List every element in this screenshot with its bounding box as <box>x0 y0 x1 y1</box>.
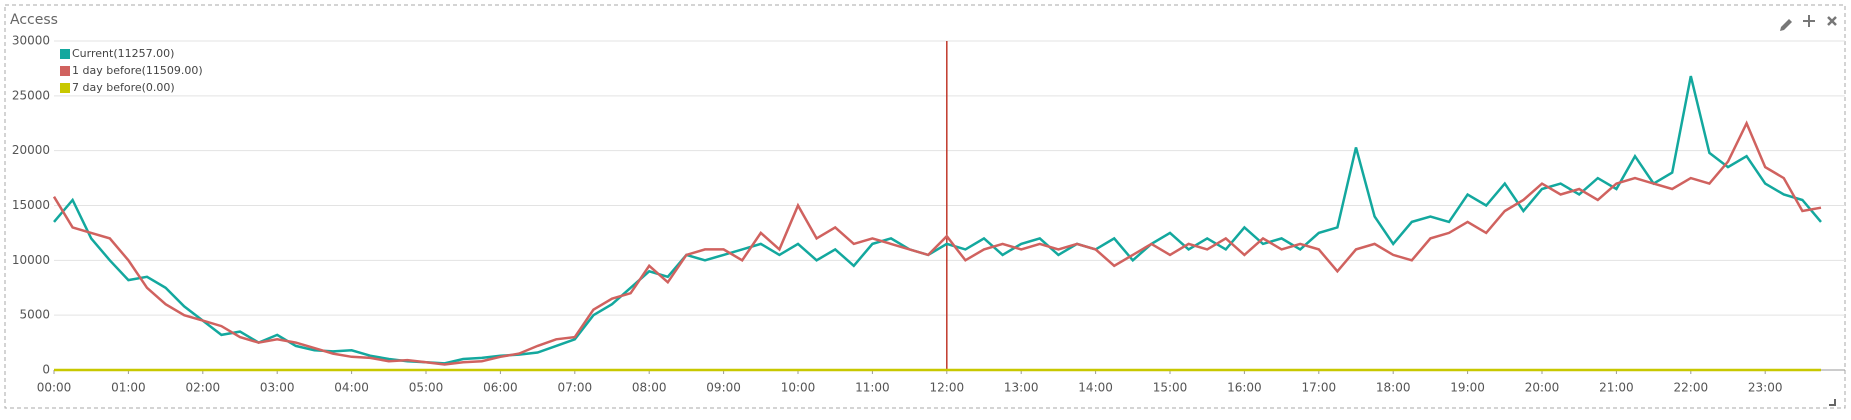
x-tick-label: 22:00 <box>1674 381 1709 395</box>
legend-swatch <box>60 83 70 93</box>
x-tick-label: 16:00 <box>1227 381 1262 395</box>
x-tick-label: 09:00 <box>706 381 741 395</box>
series-line <box>52 120 1822 366</box>
legend-label: Current(11257.00) <box>72 47 174 60</box>
legend-swatch <box>60 66 70 76</box>
y-tick-label: 20000 <box>12 143 50 157</box>
x-tick-label: 13:00 <box>1004 381 1039 395</box>
y-tick-label: 30000 <box>12 34 50 48</box>
y-tick-label: 25000 <box>12 88 50 102</box>
series-line <box>53 75 1822 365</box>
x-tick-label: 10:00 <box>781 381 816 395</box>
x-tick-label: 08:00 <box>632 381 667 395</box>
x-tick-label: 04:00 <box>334 381 369 395</box>
move-icon[interactable] <box>1803 15 1815 27</box>
x-tick-label: 03:00 <box>260 381 295 395</box>
resize-handle[interactable] <box>1829 399 1836 406</box>
x-tick-label: 06:00 <box>483 381 518 395</box>
x-tick-label: 19:00 <box>1450 381 1485 395</box>
x-tick-label: 07:00 <box>558 381 593 395</box>
x-tick-label: 05:00 <box>409 381 444 395</box>
edit-icon[interactable] <box>1780 19 1792 31</box>
x-tick-label: 00:00 <box>37 381 72 395</box>
x-tick-label: 21:00 <box>1599 381 1634 395</box>
close-icon[interactable] <box>1827 16 1837 26</box>
x-tick-label: 12:00 <box>930 381 965 395</box>
y-tick-label: 0 <box>42 363 50 377</box>
x-tick-label: 02:00 <box>186 381 221 395</box>
y-tick-label: 15000 <box>12 198 50 212</box>
x-tick-label: 17:00 <box>1302 381 1337 395</box>
legend-swatch <box>60 49 70 59</box>
x-tick-label: 20:00 <box>1525 381 1560 395</box>
panel-border <box>4 4 1846 409</box>
x-tick-label: 14:00 <box>1078 381 1113 395</box>
legend-label: 7 day before(0.00) <box>72 81 175 94</box>
y-tick-label: 10000 <box>12 253 50 267</box>
x-tick-label: 15:00 <box>1153 381 1188 395</box>
x-tick-label: 11:00 <box>855 381 890 395</box>
y-tick-label: 5000 <box>19 308 50 322</box>
panel-title: Access <box>10 12 58 28</box>
x-tick-label: 18:00 <box>1376 381 1411 395</box>
legend-label: 1 day before(11509.00) <box>72 64 203 77</box>
x-tick-label: 23:00 <box>1748 381 1783 395</box>
x-tick-label: 01:00 <box>111 381 146 395</box>
